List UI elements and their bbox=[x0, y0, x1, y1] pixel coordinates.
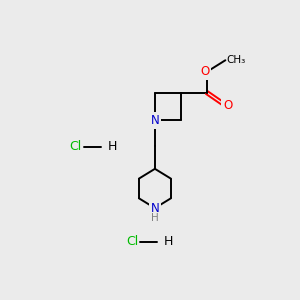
Text: H: H bbox=[164, 235, 173, 248]
Text: N: N bbox=[151, 114, 159, 127]
Text: O: O bbox=[200, 65, 209, 78]
Text: Cl: Cl bbox=[69, 140, 82, 153]
Text: H: H bbox=[151, 213, 159, 223]
Text: H: H bbox=[108, 140, 117, 153]
Text: Cl: Cl bbox=[126, 235, 138, 248]
Text: N: N bbox=[151, 202, 159, 214]
Text: O: O bbox=[223, 99, 232, 112]
Text: CH₃: CH₃ bbox=[226, 55, 246, 65]
